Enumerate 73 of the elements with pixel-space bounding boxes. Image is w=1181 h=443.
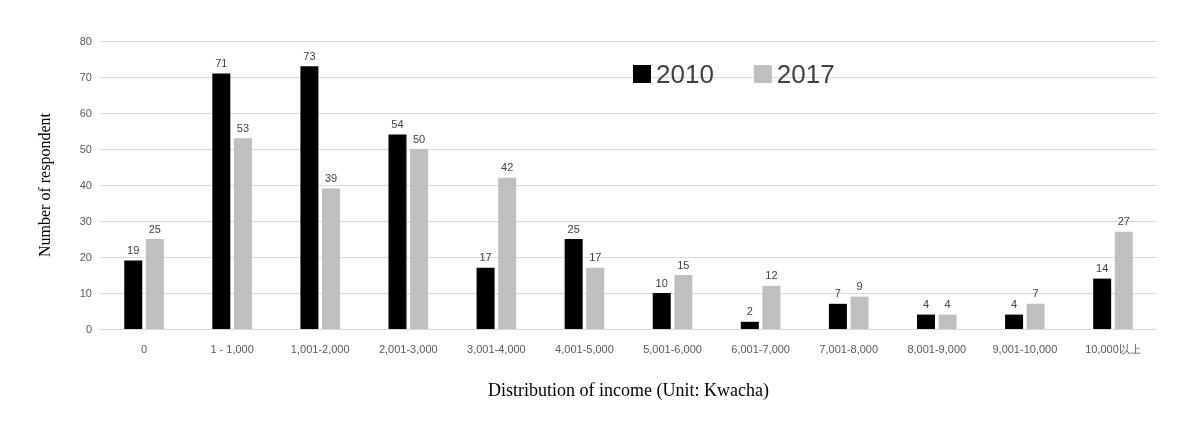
bar	[740, 321, 759, 329]
data-label: 25	[148, 222, 161, 235]
bar	[124, 260, 143, 329]
data-label: 54	[391, 118, 404, 131]
y-tick-label: 40	[79, 179, 92, 191]
data-label: 17	[479, 251, 492, 264]
data-label: 19	[127, 244, 140, 257]
x-tick-label: 6,001-7,000	[731, 342, 790, 355]
data-label: 10	[655, 276, 668, 289]
y-tick-label: 20	[79, 251, 92, 263]
data-label: 2	[746, 305, 753, 318]
data-label: 14	[1096, 262, 1109, 275]
bar	[652, 293, 671, 329]
data-label: 9	[856, 280, 863, 293]
bar	[233, 138, 252, 329]
x-tick-label: 8,001-9,000	[907, 342, 967, 355]
x-tick-label: 10,000以上	[1085, 342, 1141, 355]
data-label: 7	[834, 287, 841, 300]
bar	[1005, 314, 1024, 329]
x-tick-label: 1,001-2,000	[290, 342, 350, 355]
bar	[1026, 303, 1045, 329]
data-label: 4	[1011, 298, 1018, 311]
data-label: 15	[677, 258, 690, 271]
data-label: 25	[567, 222, 580, 235]
x-tick-label: 0	[140, 342, 148, 355]
bar	[762, 285, 781, 329]
bar	[938, 314, 957, 329]
data-label: 4	[922, 298, 930, 311]
x-tick-label: 7,001-8,000	[819, 342, 879, 355]
x-tick-label: 5,001-6,000	[643, 342, 702, 355]
data-label: 39	[324, 172, 338, 185]
y-tick-label: 80	[79, 35, 92, 47]
bar	[145, 239, 164, 329]
data-label: 50	[412, 132, 426, 145]
x-tick-label: 4,001-5,000	[555, 342, 614, 355]
bar	[322, 188, 341, 329]
bar	[476, 267, 495, 329]
bar	[498, 177, 517, 329]
data-label: 71	[215, 56, 228, 69]
data-label: 17	[589, 251, 602, 264]
bar	[212, 73, 231, 329]
y-tick-label: 60	[79, 107, 92, 119]
data-label: 27	[1117, 215, 1130, 228]
y-tick-label: 10	[79, 287, 92, 299]
x-tick-label: 2,001-3,000	[378, 342, 438, 355]
bar	[1114, 231, 1133, 329]
bar	[564, 239, 583, 329]
y-tick-label: 30	[79, 215, 92, 227]
y-tick-label: 50	[79, 143, 92, 155]
y-tick-label: 0	[85, 323, 92, 335]
bar	[828, 303, 847, 329]
data-label: 12	[765, 269, 778, 282]
bar	[850, 296, 869, 329]
bar	[1093, 278, 1112, 329]
x-tick-label: 1 - 1,000	[210, 342, 254, 355]
data-label: 53	[236, 121, 250, 134]
bar	[586, 267, 605, 329]
bar	[410, 149, 429, 329]
bar	[916, 314, 935, 329]
x-tick-label: 9,001-10,000	[992, 342, 1058, 355]
data-label: 73	[303, 49, 316, 62]
data-label: 42	[501, 161, 514, 174]
bar	[388, 134, 407, 329]
data-label: 4	[944, 298, 951, 311]
data-label: 7	[1032, 287, 1039, 300]
y-tick-label: 70	[79, 71, 92, 83]
x-tick-label: 3,001-4,000	[467, 342, 526, 355]
bar	[674, 275, 693, 329]
y-axis-title: Number of respondent	[35, 112, 54, 257]
bar	[300, 66, 319, 329]
legend-label: 2017	[776, 59, 835, 89]
legend-label: 2010	[656, 59, 714, 89]
x-axis-title: Distribution of income (Unit: Kwacha)	[488, 380, 769, 401]
